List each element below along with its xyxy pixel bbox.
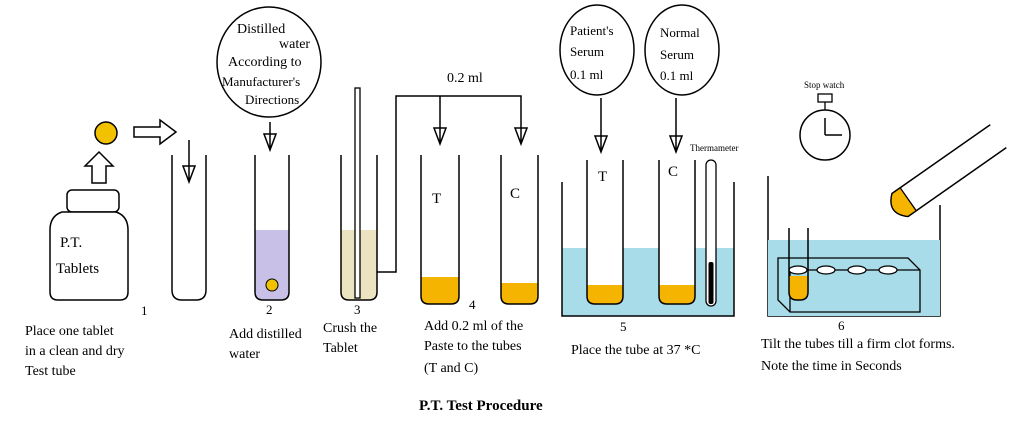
tube-c-icon	[500, 155, 539, 305]
normal-line1: Normal	[660, 25, 700, 40]
step3-desc-line2: Tablet	[323, 341, 358, 356]
normal-line3: 0.1 ml	[660, 68, 694, 83]
step4-desc-line3: (T and C)	[424, 361, 479, 376]
down-arrow-icon	[668, 98, 684, 155]
step2-desc-line2: water	[229, 347, 260, 362]
step4-number: 4	[469, 297, 476, 312]
rack-tube-icon	[788, 228, 809, 301]
down-arrow-icon	[432, 112, 448, 147]
step6-desc-line2: Note the time in Seconds	[761, 359, 902, 374]
step5-desc-line1: Place the tube at 37 *C	[571, 343, 700, 358]
down-arrow-icon	[593, 98, 609, 155]
stopwatch-label: Stop watch	[804, 80, 845, 90]
bath-tube-t-label: T	[598, 169, 607, 185]
right-arrow-icon	[133, 118, 178, 146]
step6-group: Stop watch 6 Tilt the tubes till a firm …	[761, 80, 1007, 374]
glass-rod-icon	[354, 87, 361, 299]
rack-hole	[788, 265, 808, 275]
patient-line2: Serum	[570, 44, 604, 59]
volume-label: 0.2 ml	[447, 71, 483, 86]
bubble-line3: According to	[228, 55, 301, 70]
water-fill	[255, 230, 289, 300]
thermometer-label: Thermameter	[690, 143, 738, 153]
paste-fill	[659, 285, 695, 304]
tube-fill-white	[587, 160, 623, 304]
bubble-line1: Distilled	[237, 22, 285, 37]
step2-desc-line1: Add distilled	[229, 327, 302, 342]
normal-line2: Serum	[660, 47, 694, 62]
rack-hole	[847, 265, 867, 275]
empty-test-tube-icon	[171, 155, 207, 301]
step4-group: 0.2 ml T C 4 Add 0.2 ml of the Paste to …	[420, 71, 539, 376]
transfer-pipe	[377, 95, 522, 273]
step4-desc-line2: Paste to the tubes	[424, 339, 522, 354]
water-test-tube-icon	[254, 155, 290, 301]
patient-line1: Patient's	[570, 23, 614, 38]
down-arrow-icon	[513, 112, 529, 147]
step6-desc-line1: Tilt the tubes till a firm clot forms.	[761, 337, 955, 352]
tube-t-icon	[420, 155, 460, 305]
up-arrow-icon	[83, 150, 115, 184]
bubble-line4: Manufacturer's	[222, 74, 300, 89]
tablet-bottle-icon	[49, 189, 129, 301]
paste-fill	[421, 277, 459, 304]
step3-desc-line1: Crush the	[323, 321, 377, 336]
step6-number: 6	[838, 318, 845, 333]
crush-test-tube-icon	[340, 155, 378, 301]
down-arrow-icon	[262, 122, 278, 153]
paste-fill	[501, 283, 538, 304]
paste-fill	[587, 285, 623, 304]
step1-desc-line3: Test tube	[25, 364, 76, 379]
step3-number: 3	[354, 302, 361, 317]
rack-hole	[816, 265, 836, 275]
diagram-caption: P.T. Test Procedure	[419, 398, 543, 414]
step4-desc-line1: Add 0.2 ml of the	[424, 319, 523, 334]
tube-fill-white	[659, 160, 695, 304]
bath-tube-c-label: C	[668, 164, 678, 180]
normal-serum-bubble	[644, 4, 720, 96]
bath-tube-t-icon	[586, 160, 624, 305]
step5-group: Patient's Serum 0.1 ml Normal Serum 0.1 …	[559, 4, 738, 358]
bottle-label-line1: P.T.	[60, 235, 82, 251]
bottle-label-line2: Tablets	[56, 261, 99, 277]
patient-serum-bubble	[559, 4, 635, 96]
step5-number: 5	[620, 319, 627, 334]
tablet-icon	[94, 121, 118, 145]
step2-number: 2	[266, 302, 273, 317]
paste-fill	[789, 276, 808, 300]
tilted-tube-icon	[890, 124, 1007, 218]
step1-desc-line2: in a clean and dry	[25, 344, 125, 359]
tube-t-label: T	[432, 191, 441, 207]
instruction-bubble	[216, 6, 322, 118]
bubble-line2: water	[279, 37, 310, 52]
step1-number: 1	[141, 303, 148, 318]
tablet-icon	[265, 278, 279, 292]
bubble-line5: Directions	[245, 92, 299, 107]
step1-group: P.T. Tablets 1 Place one tablet in a cle…	[25, 118, 207, 379]
step2-group: Distilled water According to Manufacture…	[216, 6, 322, 362]
rack-hole	[878, 265, 898, 275]
water-bath-icon	[561, 182, 735, 317]
patient-line3: 0.1 ml	[570, 67, 604, 82]
step3-group: 3 Crush the Tablet	[323, 87, 522, 356]
down-arrow-icon	[181, 140, 197, 185]
step1-desc-line1: Place one tablet	[25, 324, 114, 339]
bath-tube-c-icon	[658, 160, 696, 305]
thermometer-mercury	[708, 262, 714, 304]
tube-c-label: C	[510, 186, 520, 202]
stopwatch-icon	[799, 93, 851, 161]
